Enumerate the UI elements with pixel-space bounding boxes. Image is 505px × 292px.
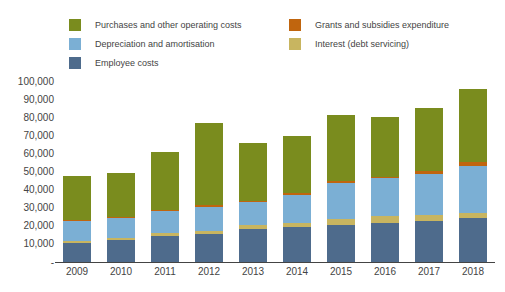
svg-text:20,000: 20,000: [23, 220, 54, 231]
svg-text:40,000: 40,000: [23, 184, 54, 195]
svg-text:Depreciation and amortisation: Depreciation and amortisation: [95, 39, 215, 49]
svg-text:100,000: 100,000: [18, 76, 55, 87]
svg-text:2016: 2016: [374, 266, 397, 277]
svg-text:50,000: 50,000: [23, 166, 54, 177]
svg-text:2013: 2013: [242, 266, 265, 277]
svg-text:80,000: 80,000: [23, 112, 54, 123]
svg-text:Purchases and other operating: Purchases and other operating costs: [95, 20, 242, 30]
svg-text:2010: 2010: [110, 266, 133, 277]
svg-text:70,000: 70,000: [23, 130, 54, 141]
svg-text:Grants and subsidies expenditu: Grants and subsidies expenditure: [315, 20, 449, 30]
svg-text:10,000: 10,000: [23, 238, 54, 249]
svg-text:2018: 2018: [462, 266, 485, 277]
svg-text:90,000: 90,000: [23, 94, 54, 105]
svg-text:2009: 2009: [66, 266, 89, 277]
svg-text:30,000: 30,000: [23, 202, 54, 213]
svg-text:2017: 2017: [418, 266, 441, 277]
svg-text:2014: 2014: [286, 266, 309, 277]
svg-text:2015: 2015: [330, 266, 353, 277]
svg-text:Employee costs: Employee costs: [95, 58, 159, 68]
svg-text:60,000: 60,000: [23, 148, 54, 159]
svg-text:2011: 2011: [154, 266, 176, 277]
svg-text:2012: 2012: [198, 266, 221, 277]
svg-text:-: -: [51, 257, 54, 268]
svg-text:Interest (debt servicing): Interest (debt servicing): [315, 39, 409, 49]
